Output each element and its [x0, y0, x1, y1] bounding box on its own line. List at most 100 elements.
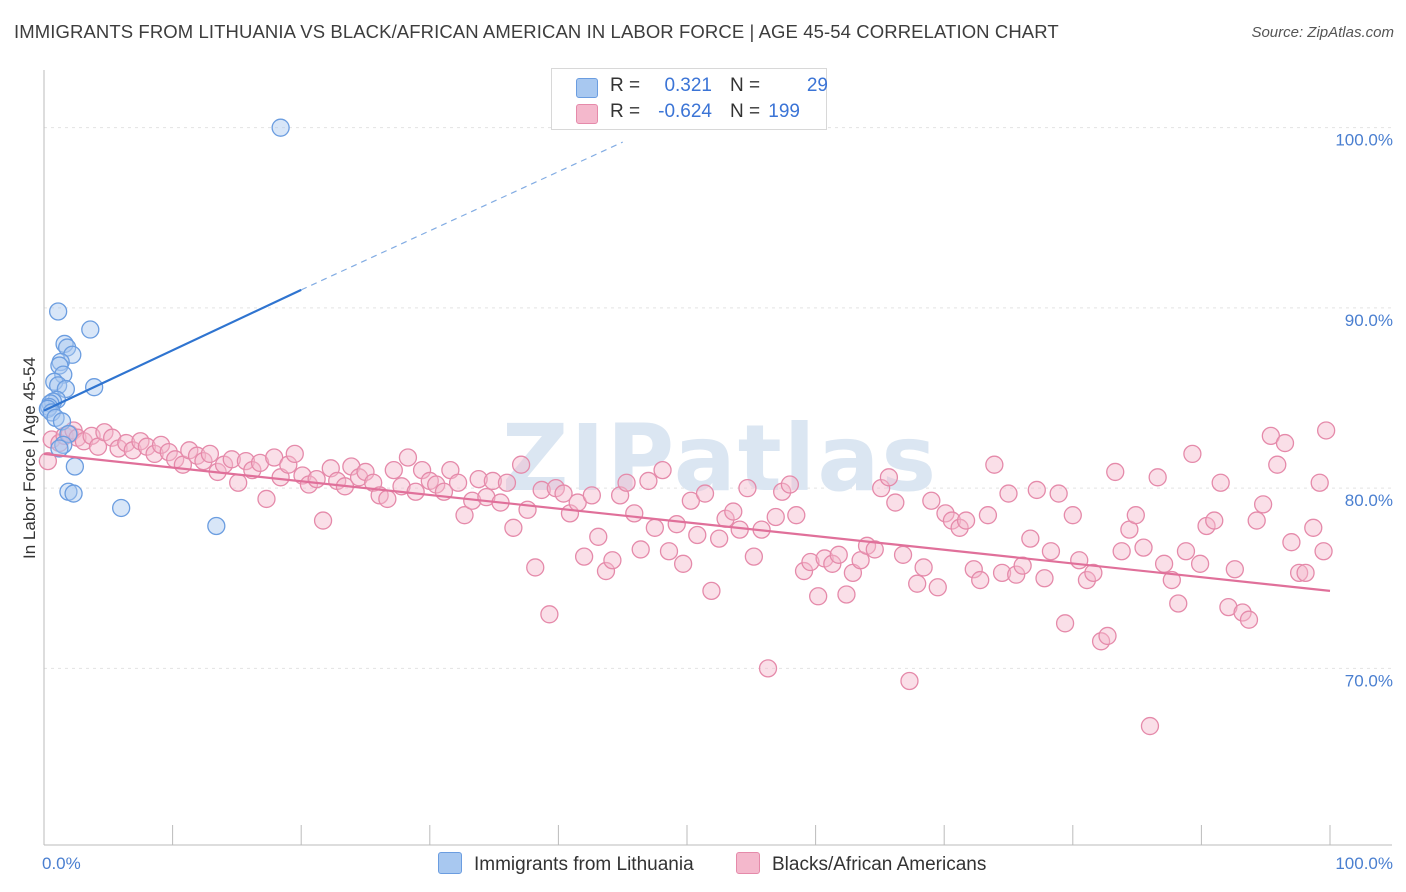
point-black	[1253, 495, 1273, 514]
point-black	[1233, 603, 1252, 622]
point-black	[787, 506, 806, 525]
point-black	[985, 455, 1004, 474]
point-black	[809, 587, 828, 606]
point-black	[1205, 511, 1224, 530]
point-black	[936, 504, 955, 523]
y-tick-label: 70.0%	[1345, 671, 1393, 690]
point-black	[928, 578, 947, 597]
point-black	[695, 484, 715, 503]
point-black	[688, 525, 707, 545]
point-black	[200, 444, 220, 464]
point-lithuania	[50, 439, 69, 458]
y-tick-label: 80.0%	[1345, 491, 1393, 510]
legend-swatch-pink	[576, 104, 598, 124]
point-black	[1261, 426, 1280, 446]
point-black	[950, 518, 969, 537]
point-black	[1027, 480, 1046, 500]
y-tick-label: 90.0%	[1345, 311, 1393, 330]
tick-labels: 70.0% 80.0% 90.0% 100.0% 0.0% 100.0%	[42, 131, 1393, 873]
point-black	[1296, 563, 1315, 582]
legend-r-value: -0.624	[658, 101, 712, 122]
legend-swatch-pink	[736, 852, 760, 874]
point-black	[38, 451, 58, 471]
point-black	[659, 542, 679, 561]
point-black	[504, 518, 523, 537]
point-black	[398, 448, 418, 467]
point-black	[1219, 597, 1238, 617]
point-lithuania	[48, 302, 68, 321]
point-black	[137, 437, 157, 456]
series-immigrants-from-lithuania	[38, 118, 290, 536]
point-black	[1148, 468, 1167, 487]
point-black	[603, 551, 622, 570]
point-black	[378, 489, 397, 509]
point-black	[886, 493, 905, 512]
point-lithuania	[81, 320, 100, 339]
point-black	[265, 448, 284, 467]
point-black	[540, 605, 559, 624]
point-lithuania	[64, 484, 83, 503]
source-label: Source: ZipAtlas.com	[1251, 24, 1394, 41]
point-black	[1225, 560, 1244, 579]
point-black	[159, 442, 178, 462]
x-tick-label: 0.0%	[42, 854, 81, 873]
point-black	[1176, 542, 1196, 561]
point-black	[1021, 529, 1040, 548]
legend-swatch-blue	[438, 852, 462, 874]
point-black	[1055, 614, 1075, 633]
point-black	[1190, 554, 1210, 573]
point-lithuania	[50, 356, 69, 375]
point-black	[837, 585, 856, 604]
point-black	[908, 574, 927, 593]
point-black	[448, 473, 468, 492]
point-black	[1289, 563, 1309, 582]
trend-lines	[43, 141, 1331, 592]
point-black	[574, 547, 594, 566]
point-black	[829, 545, 848, 564]
point-black	[307, 469, 326, 489]
legend-row-black: R = -0.624 N = 199	[552, 101, 826, 127]
point-black	[702, 581, 721, 601]
point-black	[229, 473, 248, 492]
point-black	[279, 455, 298, 474]
point-black	[236, 451, 256, 471]
point-black	[1211, 473, 1230, 492]
point-black	[900, 671, 919, 691]
point-black	[532, 480, 551, 500]
point-black	[1162, 570, 1181, 590]
point-black	[1169, 594, 1188, 613]
point-black	[639, 471, 658, 491]
point-black	[497, 473, 517, 492]
point-black	[653, 460, 672, 480]
legend-n-label: N =	[730, 75, 761, 96]
point-black	[1126, 506, 1145, 525]
point-black	[879, 468, 899, 487]
point-black	[1098, 626, 1117, 646]
axes	[43, 70, 1392, 846]
point-black	[1084, 563, 1103, 582]
legend-label-lithuania: Immigrants from Lithuania	[474, 854, 694, 875]
stats-legend: R = 0.321 N = 29 R = -0.624 N = 199	[551, 68, 828, 130]
point-black	[250, 453, 270, 473]
point-lithuania	[59, 424, 78, 444]
point-lithuania	[112, 498, 131, 518]
point-black	[893, 545, 913, 564]
point-black	[625, 504, 644, 523]
point-black	[971, 570, 990, 590]
point-black	[1112, 542, 1131, 561]
point-black	[596, 561, 616, 581]
point-black	[1239, 610, 1259, 629]
legend-r-label: R =	[610, 75, 641, 96]
trend-line-black	[43, 452, 1331, 592]
point-black	[964, 560, 983, 579]
point-black	[794, 561, 814, 581]
point-black	[1304, 518, 1323, 537]
x-tick-label: 100.0%	[1335, 854, 1393, 873]
point-black	[511, 455, 531, 474]
point-black	[455, 506, 474, 525]
point-black	[285, 444, 304, 464]
point-black	[992, 563, 1012, 582]
point-black	[1247, 511, 1266, 530]
legend-row-lithuania: R = 0.321 N = 29	[552, 75, 828, 101]
